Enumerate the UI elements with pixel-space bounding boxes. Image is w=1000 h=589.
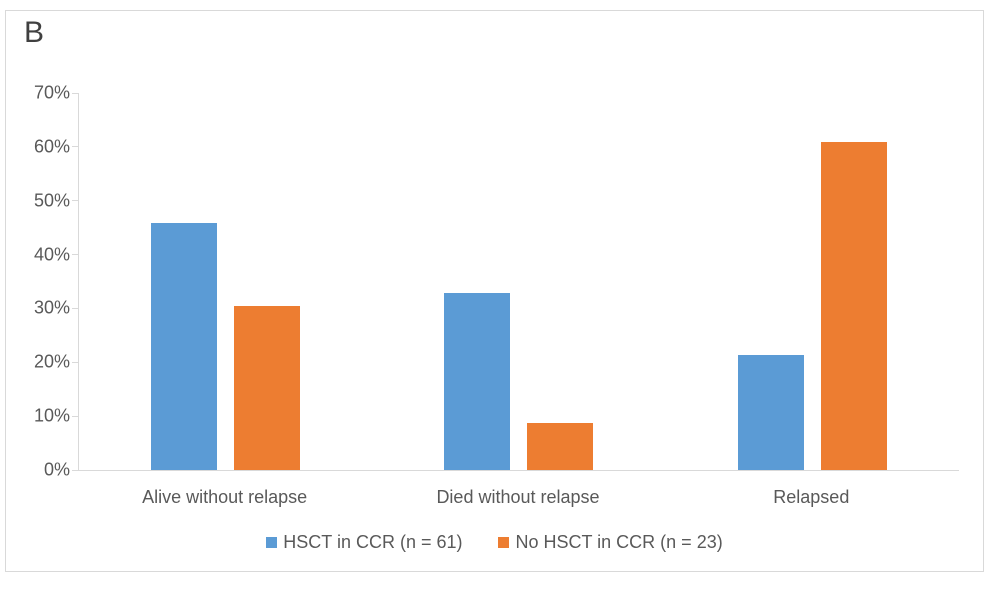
y-axis-tick-label-30: 30%	[33, 297, 70, 318]
legend-label: No HSCT in CCR (n = 23)	[515, 532, 723, 552]
bar-group-died-without-relapse	[372, 93, 665, 470]
y-axis-tick-mark	[72, 469, 79, 471]
y-axis-tick-mark	[72, 254, 79, 256]
y-axis-tick-mark	[72, 361, 79, 363]
chart-frame: B 0% 10% 20% 30% 40% 50% 60% 70% Alive without …	[5, 10, 984, 572]
legend-item-hsct-in-ccr-n-61: HSCT in CCR (n = 61)	[266, 532, 462, 553]
y-axis-tick-mark	[72, 92, 79, 94]
y-axis-tick-label-70: 70%	[33, 82, 70, 103]
bar-no-hsct-in-ccr-n-23-relapsed	[820, 142, 887, 470]
y-axis-tick-mark	[72, 146, 79, 148]
y-axis-tick-label-40: 40%	[33, 244, 70, 265]
bar-hsct-in-ccr-n-61-relapsed	[737, 355, 804, 470]
x-axis-label-died-without-relapse: Died without relapse	[436, 487, 600, 507]
bar-hsct-in-ccr-n-61-died-without-relapse	[444, 293, 511, 470]
legend-swatch-icon	[266, 537, 278, 548]
bars-row	[79, 93, 959, 470]
y-axis-tick-mark	[72, 307, 79, 309]
bar-group-alive-without-relapse	[79, 93, 372, 470]
plot-area	[72, 92, 959, 471]
y-axis-tick-mark	[72, 200, 79, 202]
x-axis-category-labels: Alive without relapse Died without relaps…	[78, 486, 958, 508]
legend-swatch-icon	[498, 537, 510, 548]
y-axis-tick-mark	[72, 415, 79, 417]
bar-group-relapsed	[666, 93, 959, 470]
x-axis-label-alive-without-relapse: Alive without relapse	[142, 487, 308, 507]
legend-label: HSCT in CCR (n = 61)	[283, 532, 463, 552]
y-axis-tick-label-20: 20%	[33, 351, 70, 372]
y-axis-tick-label-10: 10%	[33, 405, 70, 426]
legend: HSCT in CCR (n = 61) No HSCT in CCR (n = …	[6, 532, 983, 553]
bar-no-hsct-in-ccr-n-23-died-without-relapse	[527, 423, 594, 470]
y-axis-tick-label-0: 0%	[43, 459, 70, 480]
y-axis-tick-label-50: 50%	[33, 190, 70, 211]
legend-item-no-hsct-in-ccr-n-23: No HSCT in CCR (n = 23)	[498, 532, 723, 553]
bar-hsct-in-ccr-n-61-alive-without-relapse	[151, 222, 218, 470]
x-axis-label-relapsed: Relapsed	[773, 487, 850, 507]
panel-label: B	[24, 16, 45, 49]
bar-no-hsct-in-ccr-n-23-alive-without-relapse	[234, 306, 301, 470]
y-axis-tick-label-60: 60%	[33, 136, 70, 157]
y-axis: 0% 10% 20% 30% 40% 50% 60% 70%	[6, 83, 70, 480]
